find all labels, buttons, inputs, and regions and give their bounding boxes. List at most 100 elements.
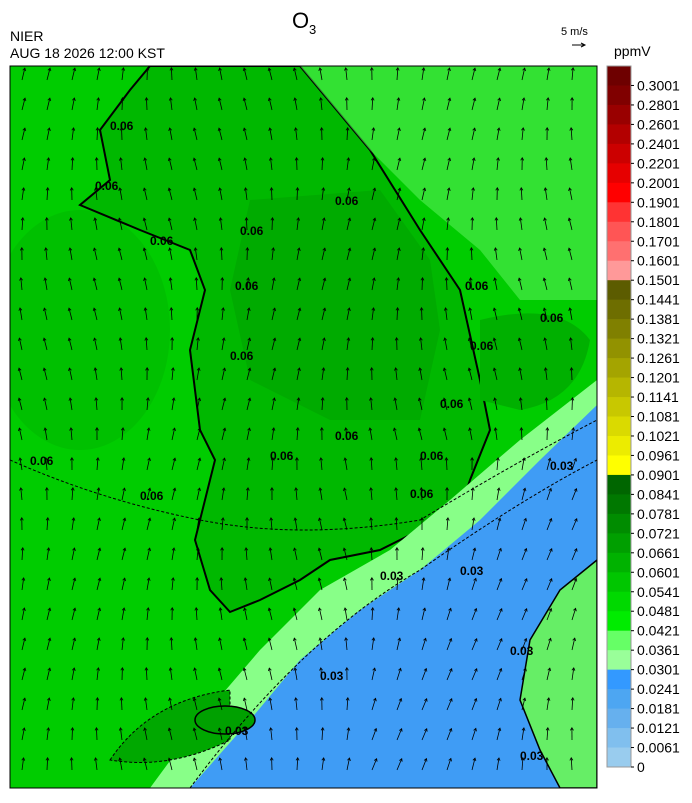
agency: NIER [10, 28, 43, 44]
datetime: AUG 18 2026 12:00 KST [10, 45, 165, 61]
colorbar-cell [607, 553, 631, 573]
colorbar-tick-label: 0.0661 [637, 545, 680, 561]
colorbar-cell [607, 319, 631, 339]
wind-scale-label: 5 m/s [561, 26, 588, 38]
colorbar-cell [607, 144, 631, 164]
colorbar-tick-label: 0.0421 [637, 623, 680, 639]
colorbar-tick-label: 0.2001 [637, 175, 680, 191]
colorbar-cell [607, 339, 631, 359]
colorbar-tick-label: 0.0301 [637, 662, 680, 678]
contour-label: 0.06 [230, 349, 254, 363]
colorbar-cell [607, 85, 631, 105]
colorbar-tick-label: 0.0181 [637, 701, 680, 717]
colorbar-tick-label: 0.2201 [637, 155, 680, 171]
colorbar-cell [607, 592, 631, 612]
colorbar-cell [607, 650, 631, 670]
contour-label: 0.06 [235, 279, 259, 293]
colorbar-cell [607, 689, 631, 709]
colorbar-cell [607, 670, 631, 690]
colorbar-cell [607, 300, 631, 320]
colorbar-tick-label: 0.1261 [637, 350, 680, 366]
colorbar-cell [607, 202, 631, 222]
contour-label: 0.03 [460, 564, 484, 578]
colorbar-tick-label: 0.2401 [637, 136, 680, 152]
colorbar-tick-label: 0.0601 [637, 564, 680, 580]
colorbar-cell [607, 631, 631, 651]
colorbar-tick-label: 0.0481 [637, 603, 680, 619]
colorbar-tick-label: 0.0121 [637, 720, 680, 736]
colorbar-tick-label: 0.1601 [637, 253, 680, 269]
wind-arrow [96, 728, 97, 740]
colorbar-cell [607, 572, 631, 592]
colorbar-tick-label: 0.0361 [637, 642, 680, 658]
colorbar-tick-label: 0.0241 [637, 681, 680, 697]
colorbar-tick-label: 0.3001 [637, 77, 680, 93]
colorbar-tick-label: 0.1501 [637, 272, 680, 288]
colorbar-cell [607, 66, 631, 86]
contour-label: 0.06 [420, 449, 444, 463]
colorbar-cell [607, 709, 631, 729]
colorbar-tick-label: 0.0841 [637, 486, 680, 502]
map: 0.06 0.06 0.06 0.06 0.06 0.06 0.06 0.06 0.06 0.06… [0, 66, 597, 788]
contour-label: 0.06 [335, 429, 359, 443]
contour-label: 0.06 [465, 279, 489, 293]
contour-label: 0.06 [110, 119, 134, 133]
contour-label: 0.06 [30, 454, 54, 468]
colorbar-cell [607, 455, 631, 475]
contour-label: 0.06 [95, 179, 119, 193]
wind-arrow [446, 278, 447, 290]
colorbar-tick-label: 0.0901 [637, 467, 680, 483]
colorbar-unit: ppmV [614, 43, 651, 59]
wind-arrow [122, 98, 123, 110]
colorbar-tick-label: 0.1441 [637, 292, 680, 308]
colorbar-cell [607, 183, 631, 203]
colorbar-tick-label: 0.1801 [637, 214, 680, 230]
contour-label: 0.06 [270, 449, 294, 463]
colorbar-cell [607, 436, 631, 456]
colorbar-cell [607, 417, 631, 437]
colorbar-cell [607, 397, 631, 417]
contour-label: 0.06 [240, 224, 264, 238]
contour-label: 0.03 [320, 669, 344, 683]
colorbar-tick-label: 0.1021 [637, 428, 680, 444]
colorbar-tick-label: 0.0781 [637, 506, 680, 522]
colorbar-tick-label: 0 [637, 759, 645, 775]
colorbar-tick-label: 0.1901 [637, 194, 680, 210]
colorbar-tick-label: 0.1081 [637, 409, 680, 425]
contour-label: 0.03 [380, 569, 404, 583]
colorbar-cell [607, 533, 631, 553]
contour-label: 0.03 [510, 644, 534, 658]
wind-arrow [72, 728, 73, 740]
colorbar-tick-label: 0.0721 [637, 525, 680, 541]
colorbar-cell [607, 358, 631, 378]
colorbar-tick-label: 0.1381 [637, 311, 680, 327]
contour-label: 0.06 [470, 339, 494, 353]
colorbar-tick-label: 0.2601 [637, 116, 680, 132]
colorbar-cell [607, 748, 631, 768]
contour-label: 0.06 [335, 194, 359, 208]
wind-arrow [571, 368, 572, 380]
colorbar-cell [607, 494, 631, 514]
colorbar-tick-label: 0.1141 [637, 389, 679, 405]
colorbar-cell [607, 241, 631, 261]
colorbar-cell [607, 105, 631, 125]
wind-arrow [422, 278, 423, 290]
colorbar-tick-label: 0.2801 [637, 97, 680, 113]
contour-label: 0.06 [150, 234, 174, 248]
colorbar-cell [607, 261, 631, 281]
colorbar-tick-label: 0.1701 [637, 233, 680, 249]
colorbar-cell [607, 728, 631, 748]
colorbar-tick-label: 0.0541 [637, 584, 680, 600]
wind-arrow [271, 188, 272, 200]
colorbar-cell [607, 514, 631, 534]
colorbar-cell [607, 124, 631, 144]
colorbar-cell [607, 280, 631, 300]
colorbar-tick-label: 0.1201 [637, 370, 680, 386]
colorbar-cell [607, 611, 631, 631]
contour-label: 0.06 [410, 487, 434, 501]
colorbar-tick-label: 0.1321 [637, 331, 680, 347]
contour-label: 0.06 [440, 397, 464, 411]
colorbar-cell [607, 378, 631, 398]
colorbar-cell [607, 222, 631, 242]
contour-label: 0.06 [540, 311, 564, 325]
